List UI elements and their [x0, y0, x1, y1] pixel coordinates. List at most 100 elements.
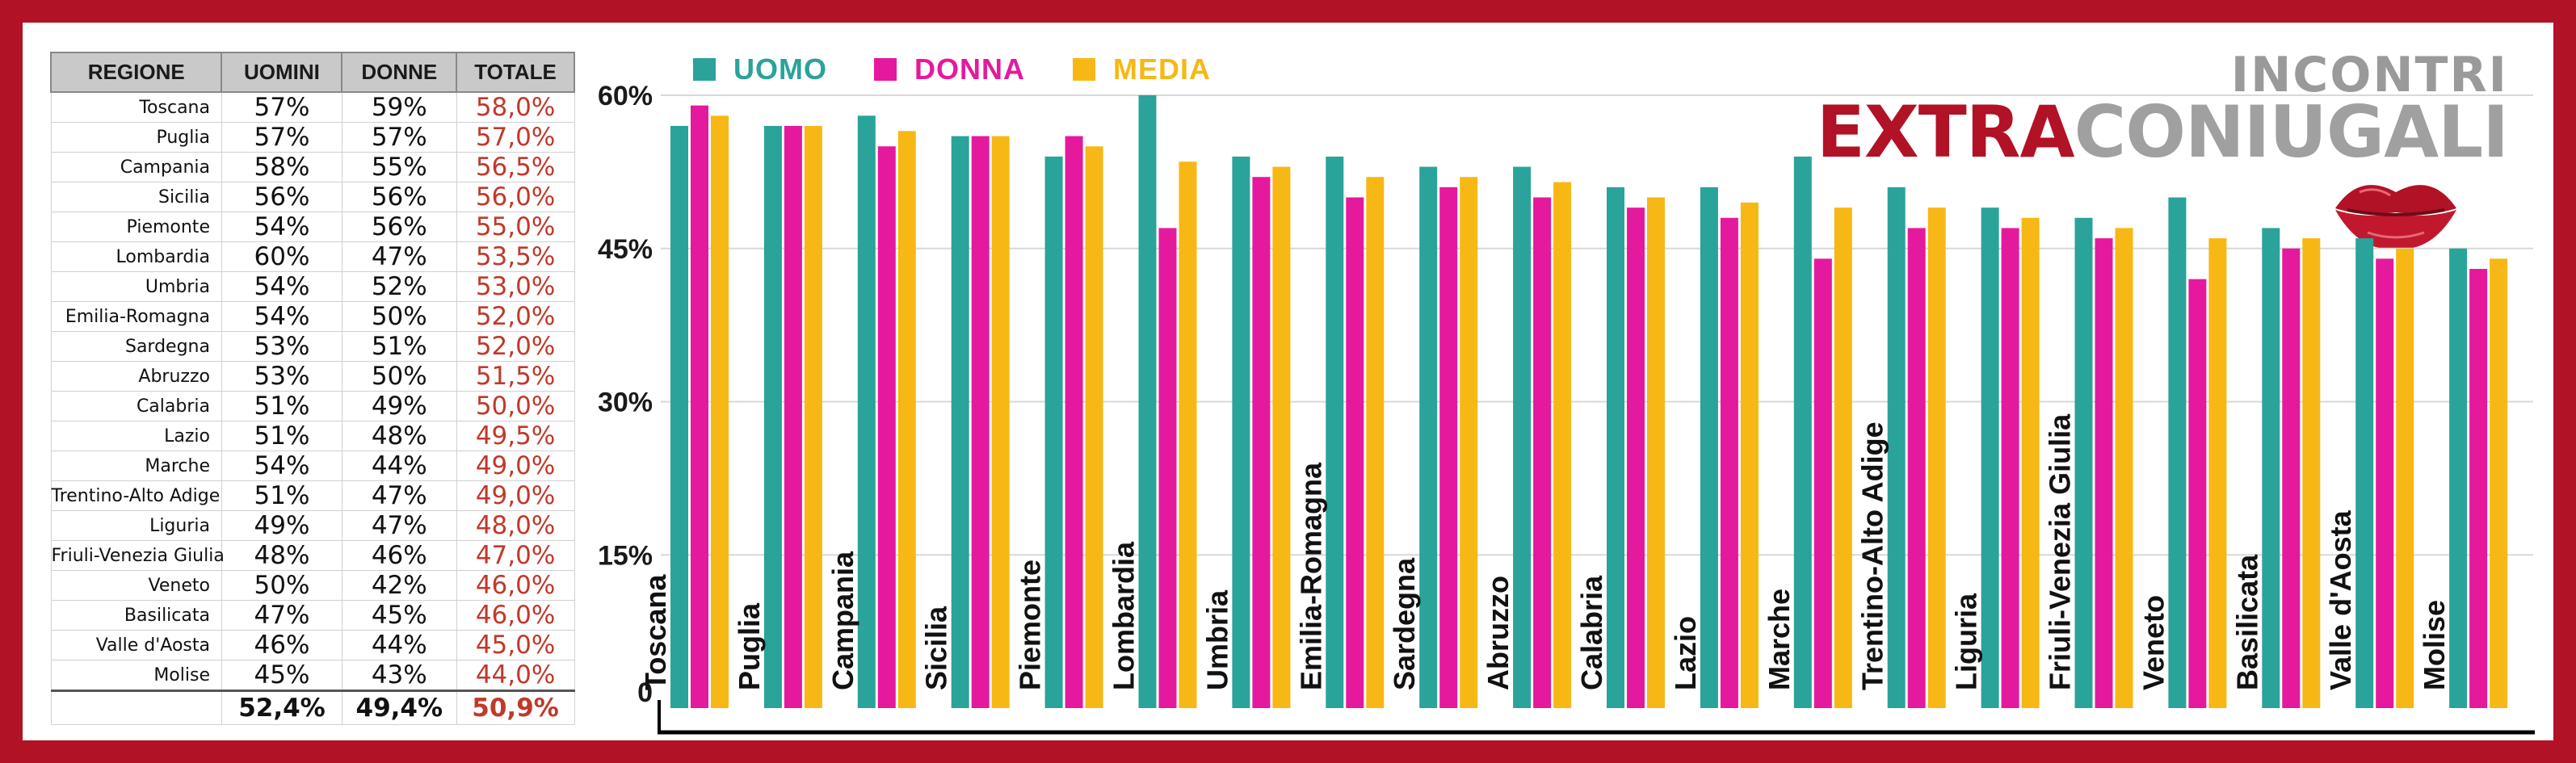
- bar-donna: [1158, 228, 1177, 708]
- cell-donne: 47%: [341, 480, 457, 511]
- bar-media: [1460, 177, 1478, 708]
- bar-uomo: [1138, 95, 1157, 708]
- bar-uomo: [1326, 156, 1344, 708]
- cell-totals-uomini: 52,4%: [221, 690, 342, 725]
- table-body: Toscana 57% 59% 58,0% Puglia 57% 57% 57,0% Campa…: [50, 92, 575, 725]
- bar-donna: [784, 125, 802, 708]
- cell-totale: 50,0%: [456, 391, 575, 421]
- bar-donna: [2376, 258, 2394, 708]
- category-label: Lombardia: [1107, 541, 1141, 690]
- y-tick-label: 45%: [598, 234, 653, 265]
- bar-donna: [2095, 238, 2113, 709]
- bar-uomo: [1793, 156, 1812, 708]
- bar-uomo: [2449, 248, 2468, 708]
- bar-donna: [691, 105, 708, 708]
- cell-totale: 53,5%: [456, 241, 575, 272]
- bar-donna: [971, 136, 990, 709]
- category-label: Liguria: [1950, 593, 1983, 690]
- cell-regione: Lazio: [50, 421, 222, 451]
- cell-regione: Umbria: [50, 271, 222, 302]
- cell-totale: 49,5%: [456, 421, 575, 451]
- table-row: Liguria 49% 47% 48,0%: [50, 510, 575, 541]
- bar-media: [897, 131, 916, 708]
- bar-media: [1834, 208, 1852, 708]
- cell-totals-totale: 50,9%: [456, 690, 575, 725]
- table-row: Friuli-Venezia Giulia 48% 46% 47,0%: [50, 540, 575, 571]
- category-label: Sicilia: [920, 606, 953, 690]
- y-axis-ticks: 0 15% 30% 45% 60%: [598, 81, 653, 708]
- cell-totale: 57,0%: [456, 122, 575, 153]
- cell-regione: Marche: [50, 451, 222, 481]
- bar-uomo: [1513, 166, 1532, 709]
- cell-donne: 43%: [341, 660, 457, 691]
- legend-donna: DONNA: [874, 52, 1025, 87]
- bar-donna: [1627, 208, 1645, 708]
- table-row: Emilia-Romagna 54% 50% 52,0%: [50, 301, 575, 332]
- cell-uomini: 54%: [221, 271, 342, 302]
- cell-uomini: 54%: [221, 451, 342, 481]
- category-labels: Toscana Puglia Campania Sicilia Piemonte Lomb…: [639, 413, 2451, 690]
- bar-uomo: [1887, 187, 1906, 709]
- bar-donna: [1346, 197, 1364, 708]
- cell-uomini: 57%: [221, 92, 342, 123]
- cell-donne: 50%: [341, 301, 457, 332]
- cell-totale: 48,0%: [456, 510, 575, 541]
- cell-totale: 51,5%: [456, 361, 575, 392]
- cell-uomini: 45%: [221, 660, 342, 691]
- cell-totale: 52,0%: [456, 331, 575, 362]
- table-row: Campania 58% 55% 56,5%: [50, 152, 575, 182]
- cell-uomini: 57%: [221, 122, 342, 153]
- cell-totals-label: [50, 690, 222, 725]
- cell-totale: 52,0%: [456, 301, 575, 332]
- bar-chart: 0 15% 30% 45% 60% Toscana Puglia Campania Sicil…: [598, 81, 2535, 735]
- bar-uomo: [2355, 238, 2374, 709]
- table-row: Piemonte 54% 56% 55,0%: [50, 212, 575, 242]
- bar-donna: [2469, 269, 2488, 708]
- cell-donne: 49%: [341, 391, 457, 421]
- table-row: Lombardia 60% 47% 53,5%: [50, 241, 575, 272]
- legend-media: MEDIA: [1073, 52, 1211, 87]
- category-label: Umbria: [1200, 589, 1233, 690]
- bar-media: [2115, 228, 2133, 708]
- table-row: Veneto 50% 42% 46,0%: [50, 570, 575, 601]
- table-row: Trentino-Alto Adige 51% 47% 49,0%: [50, 480, 575, 511]
- cell-donne: 46%: [341, 540, 457, 571]
- table-row: Basilicata 47% 45% 46,0%: [50, 600, 575, 631]
- legend-uomo: UOMO: [693, 52, 827, 87]
- bar-media: [2208, 238, 2227, 709]
- legend-media-swatch: [1073, 58, 1095, 81]
- cell-donne: 59%: [341, 92, 457, 123]
- logo-line-2: EXTRACONIUGALI: [1817, 97, 2509, 168]
- cell-regione: Sicilia: [50, 182, 222, 212]
- legend-uomo-label: UOMO: [733, 52, 827, 86]
- bar-uomo: [2262, 228, 2280, 708]
- cell-regione: Calabria: [50, 391, 222, 421]
- chart-frame: REGIONE UOMINI DONNE TOTALE Toscana 57% 59…: [23, 23, 2553, 740]
- cell-donne: 44%: [341, 630, 457, 660]
- cell-uomini: 53%: [221, 361, 342, 392]
- category-label: Basilicata: [2230, 554, 2263, 690]
- table-row: Toscana 57% 59% 58,0%: [50, 92, 575, 123]
- cell-donne: 47%: [341, 510, 457, 541]
- table-row: Valle d'Aosta 46% 44% 45,0%: [50, 630, 575, 660]
- cell-totale: 56,0%: [456, 182, 575, 212]
- category-label: Calabria: [1575, 575, 1608, 690]
- cell-uomini: 46%: [221, 630, 342, 660]
- cell-donne: 45%: [341, 600, 457, 631]
- cell-donne: 48%: [341, 421, 457, 451]
- header-uomini: UOMINI: [221, 52, 343, 93]
- category-label: Toscana: [639, 574, 672, 690]
- table-row: Molise 45% 43% 44,0%: [50, 660, 575, 691]
- bar-media: [1179, 161, 1197, 709]
- cell-uomini: 50%: [221, 570, 342, 601]
- category-label: Puglia: [733, 602, 766, 690]
- bar-donna: [1533, 197, 1552, 708]
- cell-totale: 49,0%: [456, 451, 575, 481]
- bar-media: [804, 125, 822, 708]
- cell-uomini: 53%: [221, 331, 342, 362]
- cell-regione: Piemonte: [50, 212, 222, 242]
- table-row: Marche 54% 44% 49,0%: [50, 451, 575, 481]
- category-label: Abruzzo: [1481, 576, 1515, 690]
- cell-donne: 56%: [341, 212, 457, 242]
- table-row: Abruzzo 53% 50% 51,5%: [50, 361, 575, 392]
